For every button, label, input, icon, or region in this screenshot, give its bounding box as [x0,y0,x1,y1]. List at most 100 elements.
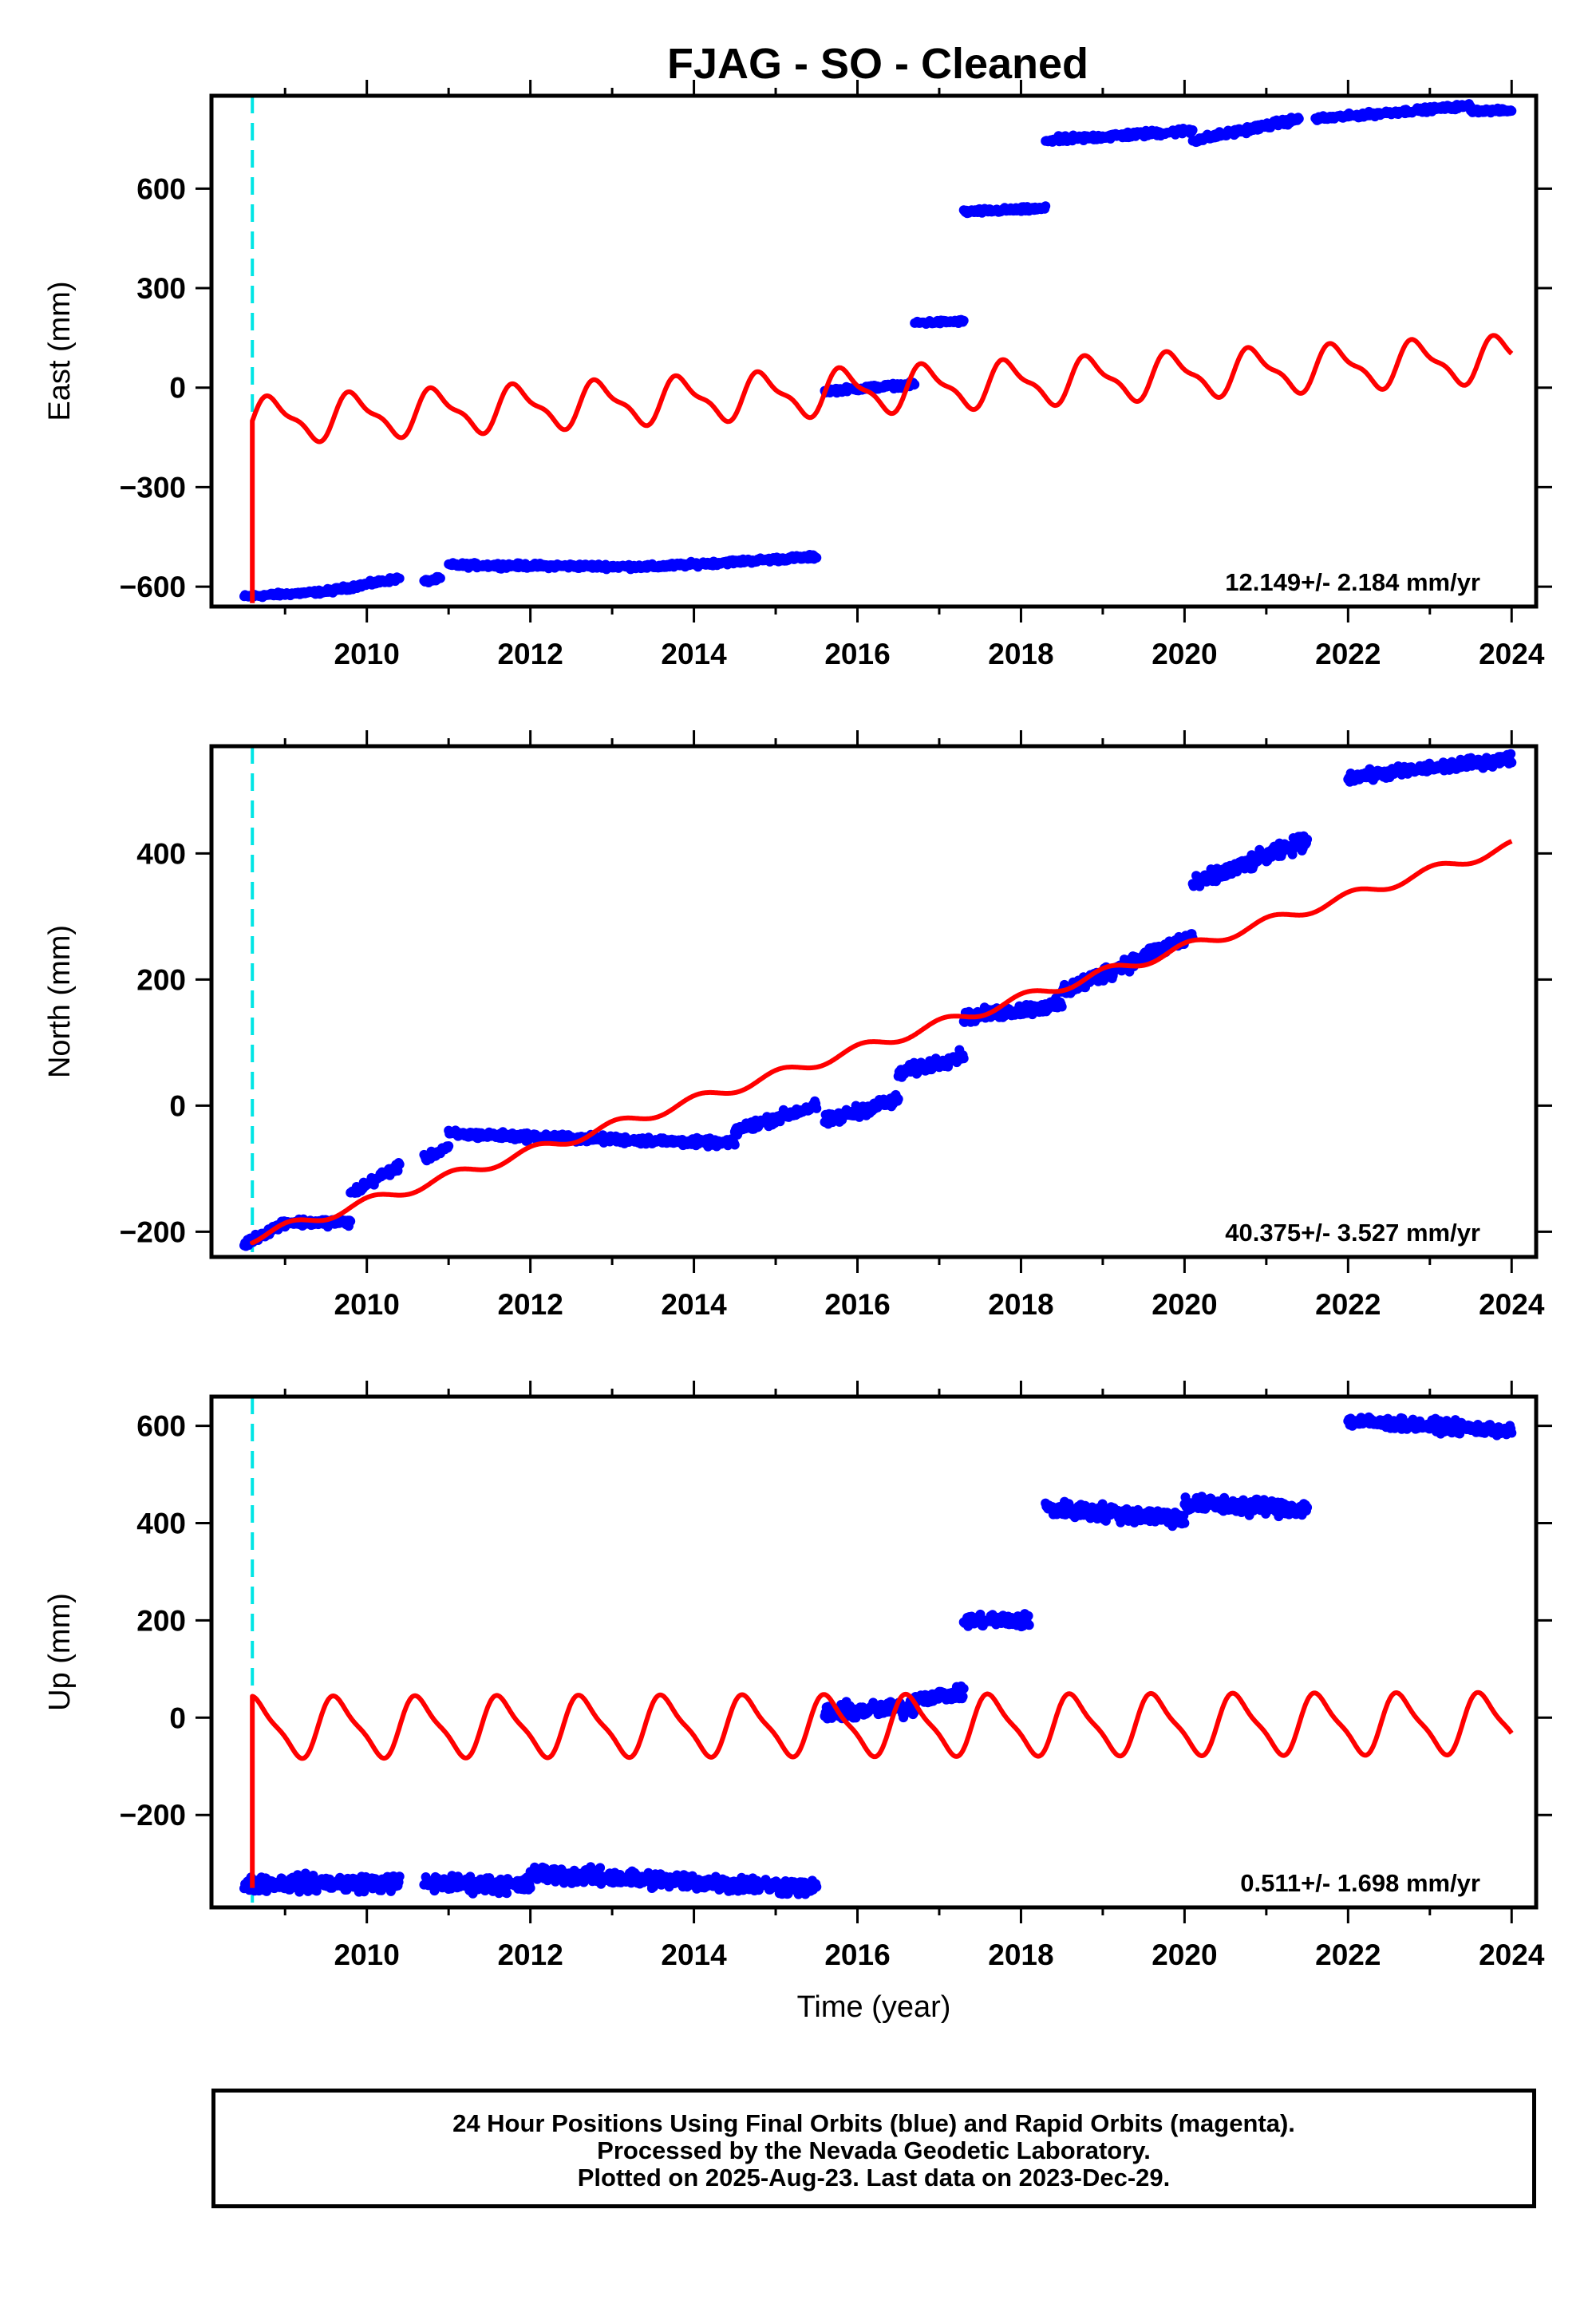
x-tick-label: 2024 [1479,1939,1545,1971]
data-point [346,1216,356,1227]
data-series-segment [444,1125,740,1152]
y-tick-label: 300 [136,272,186,305]
y-tick-label: −600 [120,571,186,603]
x-tick-label: 2020 [1152,1939,1217,1971]
data-point [394,573,405,583]
data-series-segment [648,550,822,573]
data-series-segment [239,1868,405,1897]
data-point [893,1094,903,1105]
y-tick-label: 0 [169,372,186,405]
data-point [502,1888,512,1899]
x-tick-label: 2024 [1479,1288,1545,1321]
panel-up: 2010 2012 2014 2016 2018 2020 2022 2024 −200 0 200… [43,1381,1552,2024]
data-series-segment [820,1089,903,1129]
plot-area-east [239,96,1517,607]
data-series-segment [1343,749,1517,787]
rate-label: 12.149+/- 2.184 mm/yr [1225,568,1480,596]
data-point [1507,757,1517,768]
x-tick-label: 2016 [824,1288,890,1321]
data-point [1057,1002,1067,1012]
x-tick-label: 2014 [661,1288,727,1321]
y-tick-label: 400 [136,1507,186,1539]
x-tick-label: 2012 [497,638,563,670]
data-point [812,1882,822,1892]
data-series-segment [1041,1496,1190,1531]
data-series-segment [419,571,445,587]
data-point [525,1883,535,1893]
x-tick-label: 2012 [497,1288,563,1321]
y-tick-label: 600 [136,172,186,205]
data-point [1179,1518,1190,1528]
panel-east: 2010 2012 2014 2016 2018 2020 2022 2024 −600 −300… [43,80,1552,670]
data-point [444,1141,454,1151]
data-series-segment [1466,103,1517,118]
x-tick-label: 2018 [988,1939,1053,1971]
data-point [958,315,969,326]
x-tick-label: 2018 [988,638,1053,670]
y-tick-label: 400 [136,837,186,870]
plot-area-north [239,746,1517,1257]
data-series-segment [1187,831,1313,891]
data-point [586,1862,596,1872]
x-tick-label: 2020 [1152,1288,1217,1321]
y-tick-label: −200 [120,1215,186,1248]
y-axis-label: East (mm) [43,281,77,421]
data-point [958,1691,968,1701]
data-series-segment [1187,113,1304,148]
data-point [729,1140,740,1150]
y-tick-label: 200 [136,1604,186,1637]
x-tick-label: 2016 [824,1939,890,1971]
data-series-segment [321,572,405,598]
x-tick-label: 2014 [661,1939,727,1971]
model-curve [250,1690,1514,1888]
data-point [958,1683,969,1694]
data-series-segment [1310,99,1476,125]
x-tick-label: 2022 [1315,638,1381,670]
data-point [1294,113,1304,124]
data-point [1507,106,1517,116]
data-point [958,1053,969,1064]
data-point [1041,201,1051,211]
x-tick-label: 2010 [334,1288,400,1321]
data-series-segment [958,201,1051,219]
chart-title: FJAG - SO - Cleaned [667,40,1088,88]
data-series-segment [419,1141,454,1166]
footer-line-3: Plotted on 2025-Aug-23. Last data on 202… [577,2164,1171,2192]
y-tick-label: 200 [136,963,186,996]
model-curve [250,839,1514,1246]
data-series-segment [1179,1492,1313,1522]
rate-label: 0.511+/- 1.698 mm/yr [1240,1869,1480,1897]
x-tick-label: 2010 [334,1939,400,1971]
model-curve [250,333,1514,603]
data-series-segment [525,1862,822,1899]
footer-line-1: 24 Hour Positions Using Final Orbits (bl… [452,2109,1295,2137]
panel-north: 2010 2012 2014 2016 2018 2020 2022 2024 −200 0 200… [43,730,1552,1321]
y-axis-label: Up (mm) [43,1593,77,1711]
data-point [812,552,822,563]
data-series-segment [419,1871,535,1899]
data-point [1187,125,1198,135]
data-series-segment [910,314,969,329]
data-point [1302,834,1313,844]
x-tick-label: 2016 [824,638,890,670]
data-point [595,1863,606,1873]
data-point [1506,749,1516,759]
plot-frame [209,744,1539,1259]
x-tick-label: 2022 [1315,1288,1381,1321]
y-tick-label: 0 [169,1089,186,1122]
data-point [1302,1502,1313,1512]
data-series-segment [444,558,658,575]
data-point [1507,1428,1517,1438]
y-tick-label: −300 [120,471,186,504]
data-point [394,1160,405,1169]
data-series-segment [958,1609,1034,1632]
data-series-segment [910,1681,969,1708]
data-point [435,573,445,583]
x-tick-label: 2012 [497,1939,563,1971]
y-tick-label: 0 [169,1701,186,1734]
plot-frame [209,1394,1539,1910]
x-tick-label: 2018 [988,1288,1053,1321]
x-tick-label: 2014 [661,638,727,670]
data-point [1024,1620,1034,1630]
x-tick-label: 2010 [334,638,400,670]
